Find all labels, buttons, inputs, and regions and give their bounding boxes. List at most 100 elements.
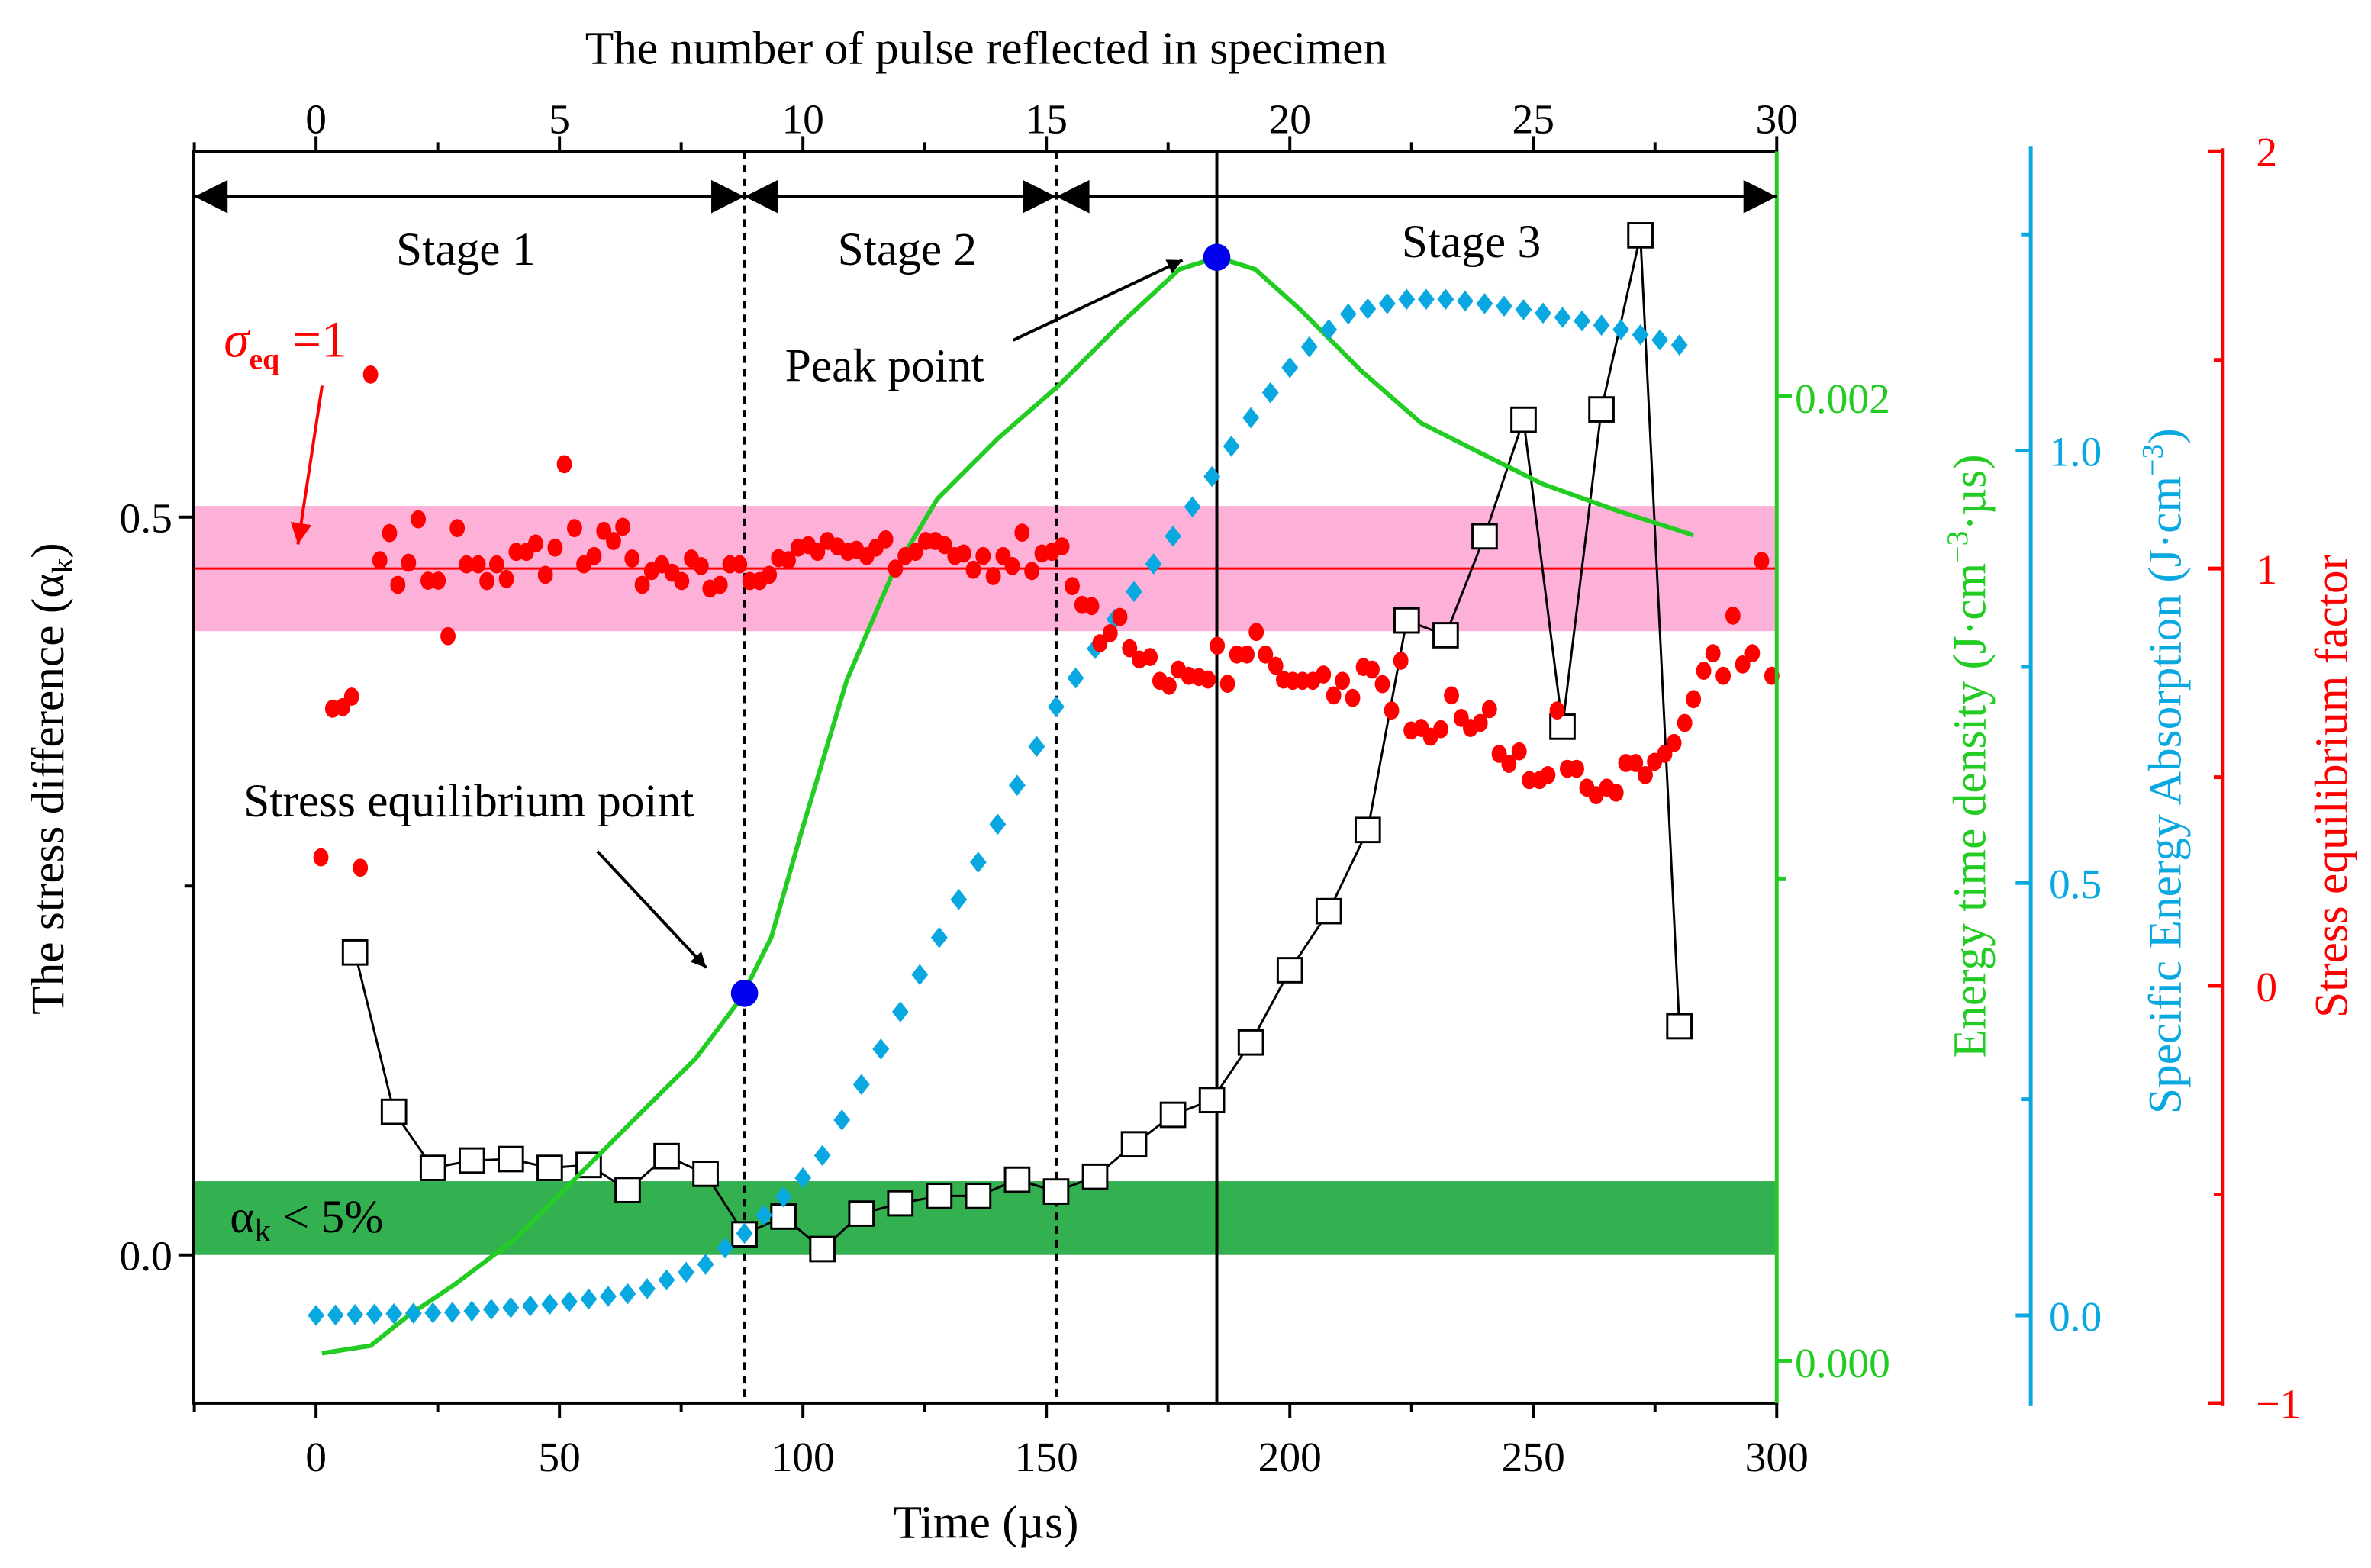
top-tick-label: 30: [1756, 96, 1798, 143]
stress-difference-point: [1354, 816, 1381, 844]
energy-absorption-point: [1437, 288, 1454, 311]
stress-equilibrium-factor-point: [674, 571, 690, 591]
stress-equilibrium-factor-point: [1004, 556, 1020, 575]
energy-absorption-point: [1417, 288, 1435, 311]
energy-absorption-point: [872, 1038, 890, 1060]
green-title-end: ·µs): [1944, 454, 1996, 530]
stress-difference-point: [848, 1200, 875, 1227]
stress-difference-point: [887, 1190, 914, 1217]
red-tick-label: 0: [2256, 964, 2277, 1011]
stress-difference-point: [1081, 1163, 1109, 1190]
stress-equilibrium-factor-point: [762, 565, 778, 584]
red-tick-label: −1: [2256, 1382, 2301, 1428]
stress-equilibrium-factor-point: [430, 571, 446, 590]
stress-equilibrium-factor-point: [1248, 623, 1264, 642]
energy-absorption-point: [327, 1304, 344, 1326]
blue-tick-label: 1.0: [2049, 429, 2102, 475]
stress-equilibrium-factor-point: [1122, 639, 1138, 658]
stress-equilibrium-factor-point: [1200, 670, 1216, 689]
stress-equilibrium-factor-point: [1754, 552, 1770, 571]
vertical-lines-layer: [743, 151, 1219, 1403]
stress-equilibrium-factor-point: [1666, 733, 1682, 752]
stress-equilibrium-factor-point: [1511, 742, 1527, 761]
energy-absorption-point: [366, 1303, 383, 1325]
stress-equilibrium-factor-point: [1364, 660, 1380, 679]
energy-absorption-point: [346, 1303, 364, 1325]
stress-equilibrium-factor-point: [567, 519, 582, 537]
stress-equilibrium-factor-point: [1054, 537, 1070, 556]
stress-equilibrium-factor-point: [459, 555, 475, 574]
stress-difference-point: [1666, 1013, 1693, 1040]
stress-equilibrium-factor-point: [888, 559, 904, 578]
stress-difference-point: [692, 1161, 719, 1187]
stress-equilibrium-point-marker: [730, 979, 759, 1007]
green-title-sup: −3: [1941, 531, 1974, 563]
energy-absorption-point: [308, 1305, 325, 1326]
stress-equilibrium-factor-point: [1725, 607, 1741, 625]
stress-equilibrium-factor-point: [1258, 645, 1274, 664]
stage-1-label: Stage 1: [396, 224, 535, 275]
stress-equilibrium-factor-point: [1065, 577, 1080, 595]
stress-difference-point: [1627, 222, 1654, 249]
stress-difference-point: [458, 1147, 485, 1174]
stage-3-label: Stage 3: [1402, 216, 1541, 268]
red-tick-label: 1: [2256, 547, 2277, 594]
blue-title-main: Specific Energy Absorption (J·cm: [2139, 476, 2191, 1114]
stress-difference-point: [1003, 1166, 1031, 1193]
stress-equilibrium-factor-point: [1210, 636, 1226, 655]
energy-absorption-point: [502, 1296, 520, 1318]
stress-equilibrium-factor-point: [907, 543, 923, 562]
stress-equilibrium-factor-point: [390, 575, 406, 594]
stress-equilibrium-factor-point: [498, 569, 514, 588]
top-tick-label: 25: [1512, 96, 1554, 143]
stress-difference-point: [809, 1235, 836, 1263]
energy-absorption-point: [852, 1074, 870, 1096]
stress-equilibrium-factor-point: [712, 575, 728, 594]
stress-difference-point: [1510, 406, 1537, 433]
stress-equilibrium-factor-point: [955, 544, 971, 563]
energy-absorption-point: [1223, 436, 1240, 457]
stress-equilibrium-factor-point: [1112, 607, 1128, 626]
energy-absorption-point: [1535, 302, 1551, 324]
stress-equilibrium-factor-point: [1219, 675, 1235, 693]
stress-equilibrium-factor-point: [810, 543, 826, 562]
stress-difference-point: [341, 939, 369, 966]
alpha-subscript: k: [254, 1212, 271, 1249]
energy-absorption-point: [561, 1290, 578, 1312]
blue-tick-label: 0.5: [2049, 861, 2102, 908]
sigma-eq-arrow: [290, 385, 324, 545]
energy-absorption-point: [1515, 298, 1532, 320]
energy-absorption-point: [930, 926, 948, 948]
sigma-value: =1: [279, 311, 347, 369]
stress-equilibrium-factor-point: [353, 858, 369, 877]
stress-difference-point: [498, 1145, 524, 1173]
energy-absorption-point: [1651, 329, 1669, 351]
stress-equilibrium-factor-point: [1638, 765, 1653, 784]
energy-absorption-point: [1261, 382, 1279, 404]
green-title-main: Energy time density (J·cm: [1944, 563, 1996, 1058]
x-tick-label: 50: [538, 1434, 580, 1481]
top-tick-label: 5: [549, 96, 570, 143]
stress-equilibrium-factor-point: [470, 555, 486, 574]
left-title-sub: k: [46, 559, 79, 574]
energy-absorption-point: [541, 1293, 559, 1315]
stress-equilibrium-factor-point: [1268, 656, 1284, 675]
energy-absorption-point: [580, 1288, 598, 1310]
peak-point-arrow: [1012, 259, 1184, 342]
stress-difference-point: [1315, 897, 1342, 925]
energy-absorption-point: [1496, 295, 1512, 317]
stress-equilibrium-arrow: [596, 850, 707, 969]
energy-absorption-point: [1009, 774, 1026, 797]
stress-difference-point: [1432, 622, 1459, 649]
blue-title-sup: −3: [2136, 444, 2170, 476]
energy-absorption-point: [717, 1237, 733, 1259]
energy-absorption-point: [463, 1300, 481, 1322]
peak-point-marker: [1203, 243, 1231, 272]
stress-difference-point: [1198, 1087, 1226, 1114]
stress-equilibrium-factor-point: [1433, 720, 1448, 739]
stress-equilibrium-factor-point: [1608, 783, 1624, 802]
energy-absorption-point: [950, 888, 968, 910]
energy-absorption-point: [1574, 310, 1590, 332]
energy-absorption-point: [1670, 334, 1688, 356]
energy-absorption-point: [619, 1283, 636, 1305]
